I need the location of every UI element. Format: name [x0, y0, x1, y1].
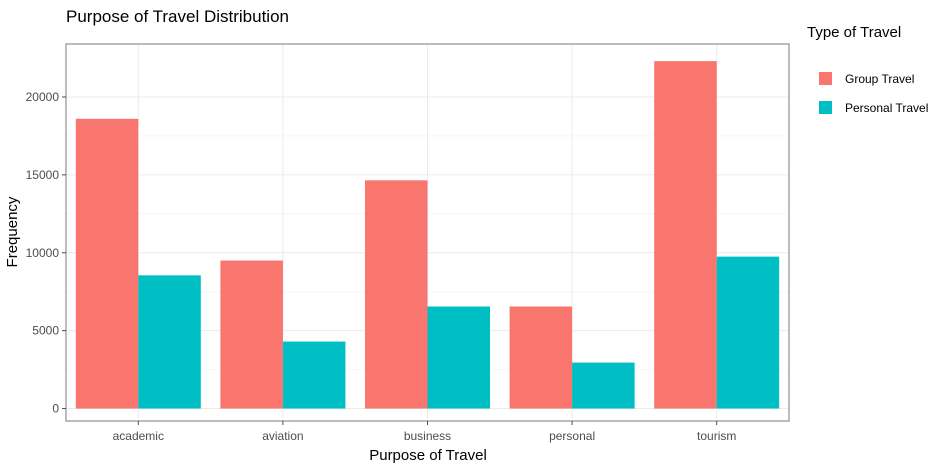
x-tick-label: personal — [549, 429, 595, 443]
bar-business-group-travel — [365, 180, 428, 409]
x-axis: academic aviation business personal tourism — [113, 421, 736, 443]
x-tick-label: business — [404, 429, 451, 443]
y-tick-label: 20000 — [26, 90, 60, 104]
legend-label: Personal Travel — [845, 101, 928, 115]
y-tick-label: 5000 — [32, 324, 59, 338]
bar-personal-group-travel — [509, 306, 573, 409]
bar-personal-personal-travel — [572, 362, 635, 409]
bar-academic-personal-travel — [138, 275, 201, 409]
bars — [75, 61, 780, 409]
legend-swatch — [819, 72, 832, 85]
x-axis-title: Purpose of Travel — [369, 447, 487, 464]
x-tick-label: tourism — [697, 429, 736, 443]
y-axis-title: Frequency — [4, 196, 21, 267]
bar-business-personal-travel — [427, 306, 490, 409]
bar-tourism-group-travel — [654, 61, 717, 409]
y-tick-label: 15000 — [26, 168, 60, 182]
legend-title: Type of Travel — [807, 24, 901, 41]
chart-title: Purpose of Travel Distribution — [66, 7, 289, 26]
x-tick-label: academic — [113, 429, 164, 443]
bar-aviation-group-travel — [220, 260, 283, 409]
bar-aviation-personal-travel — [282, 341, 346, 409]
y-tick-label: 0 — [52, 402, 59, 416]
legend-label: Group Travel — [845, 72, 914, 86]
bar-academic-group-travel — [75, 118, 139, 409]
y-tick-label: 10000 — [26, 246, 60, 260]
legend-swatch — [819, 101, 832, 114]
y-axis: 0 5000 10000 15000 20000 — [26, 90, 66, 416]
x-tick-label: aviation — [262, 429, 303, 443]
plot-area — [65, 43, 790, 422]
legend: Type of Travel Group Travel Personal Trav… — [807, 24, 928, 115]
bar-tourism-personal-travel — [716, 256, 780, 409]
